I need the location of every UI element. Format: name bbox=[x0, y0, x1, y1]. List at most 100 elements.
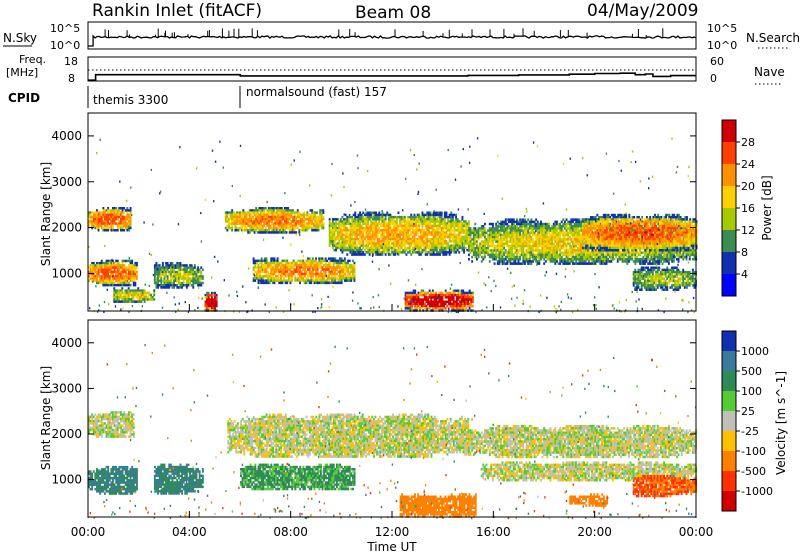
echo-cell bbox=[445, 233, 448, 236]
echo-cell bbox=[261, 224, 264, 228]
echo-cell bbox=[190, 270, 193, 274]
echo-cell bbox=[498, 242, 501, 246]
echo-cell bbox=[261, 226, 264, 230]
echo-cell bbox=[446, 291, 449, 295]
echo-cell bbox=[389, 222, 392, 225]
echo-cell bbox=[381, 231, 384, 234]
echo-cell bbox=[538, 260, 541, 263]
echo-cell bbox=[458, 242, 461, 245]
echo-cell bbox=[160, 273, 163, 276]
echo-cell bbox=[488, 253, 491, 257]
echo-cell bbox=[173, 281, 175, 285]
echo-cell bbox=[468, 253, 470, 257]
echo-cell bbox=[197, 275, 199, 278]
echo-cell bbox=[94, 266, 97, 269]
echo-cell bbox=[160, 266, 163, 269]
echo-cell bbox=[344, 220, 347, 223]
echo-cell bbox=[136, 266, 138, 269]
echo-cell bbox=[477, 236, 480, 239]
echo-cell bbox=[488, 231, 491, 235]
echo-cell bbox=[303, 220, 306, 223]
echo-cell bbox=[469, 240, 472, 243]
echo-cell bbox=[244, 226, 246, 230]
echo-cell bbox=[173, 266, 175, 269]
echo-cell bbox=[443, 233, 446, 236]
echo-cell bbox=[308, 270, 311, 274]
echo-cell bbox=[294, 270, 297, 274]
echo-cell bbox=[503, 225, 506, 228]
echo-cell bbox=[343, 218, 345, 221]
echo-cell bbox=[88, 222, 90, 225]
echo-cell bbox=[281, 259, 284, 263]
echo-cell bbox=[416, 213, 419, 217]
echo-cell bbox=[414, 307, 417, 310]
echo-cell bbox=[373, 233, 376, 236]
echo-cell bbox=[359, 253, 361, 256]
echo-cell bbox=[89, 277, 92, 280]
echo-cell bbox=[260, 220, 262, 223]
echo-cell bbox=[229, 213, 232, 217]
echo-cell bbox=[158, 273, 161, 276]
echo-cell bbox=[464, 233, 467, 236]
echo-cell bbox=[459, 226, 462, 230]
echo-cell bbox=[347, 244, 350, 247]
echo-cell bbox=[336, 246, 339, 250]
echo-cell bbox=[501, 251, 504, 254]
echo-cell bbox=[135, 300, 138, 303]
echo-cell bbox=[392, 235, 395, 239]
echo-cell bbox=[153, 268, 156, 272]
echo-cell bbox=[432, 251, 435, 254]
echo-cell bbox=[311, 211, 314, 214]
echo-cell bbox=[239, 213, 242, 217]
echo-cell bbox=[400, 251, 403, 254]
echo-cell bbox=[383, 246, 385, 250]
echo-cell bbox=[405, 222, 408, 225]
echo-cell bbox=[113, 291, 116, 295]
echo-cell bbox=[301, 226, 304, 230]
echo-cell bbox=[113, 266, 116, 269]
echo-cell bbox=[118, 222, 121, 225]
echo-cell bbox=[540, 258, 542, 261]
echo-cell bbox=[381, 218, 384, 221]
echo-cell bbox=[472, 227, 475, 230]
echo-cell bbox=[421, 244, 424, 247]
echo-cell bbox=[331, 226, 334, 230]
echo-cell bbox=[110, 226, 113, 230]
echo-cell bbox=[433, 307, 436, 310]
echo-cell bbox=[236, 229, 238, 232]
echo-cell bbox=[407, 233, 409, 236]
echo-cell bbox=[468, 298, 471, 301]
echo-cell bbox=[276, 215, 278, 219]
echo-cell bbox=[461, 248, 464, 252]
echo-cell bbox=[302, 275, 305, 278]
echo-cell bbox=[282, 213, 285, 217]
echo-cell bbox=[212, 302, 215, 306]
echo-cell bbox=[395, 242, 398, 245]
echo-cell bbox=[363, 237, 366, 241]
echo-cell bbox=[501, 233, 504, 237]
echo-cell bbox=[543, 262, 546, 265]
echo-cell bbox=[143, 293, 146, 297]
echo-cell bbox=[351, 264, 354, 267]
echo-cell bbox=[357, 213, 360, 217]
echo-cell bbox=[284, 259, 287, 263]
echo-cell bbox=[419, 300, 421, 303]
echo-cell bbox=[232, 222, 235, 225]
echo-cell bbox=[300, 213, 302, 217]
echo-cell bbox=[506, 233, 509, 237]
echo-cell bbox=[282, 222, 285, 225]
echo-cell bbox=[279, 211, 282, 214]
echo-cell bbox=[263, 281, 266, 285]
echo-cell bbox=[419, 242, 422, 245]
echo-cell bbox=[247, 211, 250, 214]
echo-cell bbox=[282, 224, 285, 228]
echo-cell bbox=[543, 258, 546, 261]
echo-cell bbox=[419, 291, 421, 295]
echo-cell bbox=[107, 270, 110, 274]
echo-cell bbox=[367, 246, 369, 250]
echo-cell bbox=[419, 244, 422, 247]
echo-cell bbox=[367, 215, 369, 219]
echo-cell bbox=[406, 291, 409, 295]
echo-cell bbox=[268, 266, 271, 269]
echo-cell bbox=[231, 229, 234, 232]
